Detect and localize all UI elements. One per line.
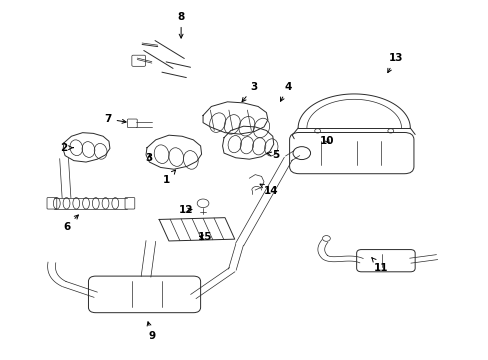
Text: 10: 10 [320,136,334,145]
Text: 1: 1 [163,170,175,185]
Text: 5: 5 [266,150,279,160]
Text: 13: 13 [387,53,402,73]
Text: 2: 2 [61,143,73,153]
Text: 12: 12 [179,206,193,216]
Text: 3: 3 [242,82,257,102]
Text: 6: 6 [63,215,78,231]
Text: 14: 14 [260,184,278,196]
Text: 4: 4 [280,82,291,101]
Text: 3: 3 [145,153,153,163]
Text: 11: 11 [371,258,387,273]
Text: 9: 9 [147,322,155,341]
Text: 7: 7 [104,114,126,124]
Text: 15: 15 [198,232,212,242]
Text: 8: 8 [177,12,184,38]
